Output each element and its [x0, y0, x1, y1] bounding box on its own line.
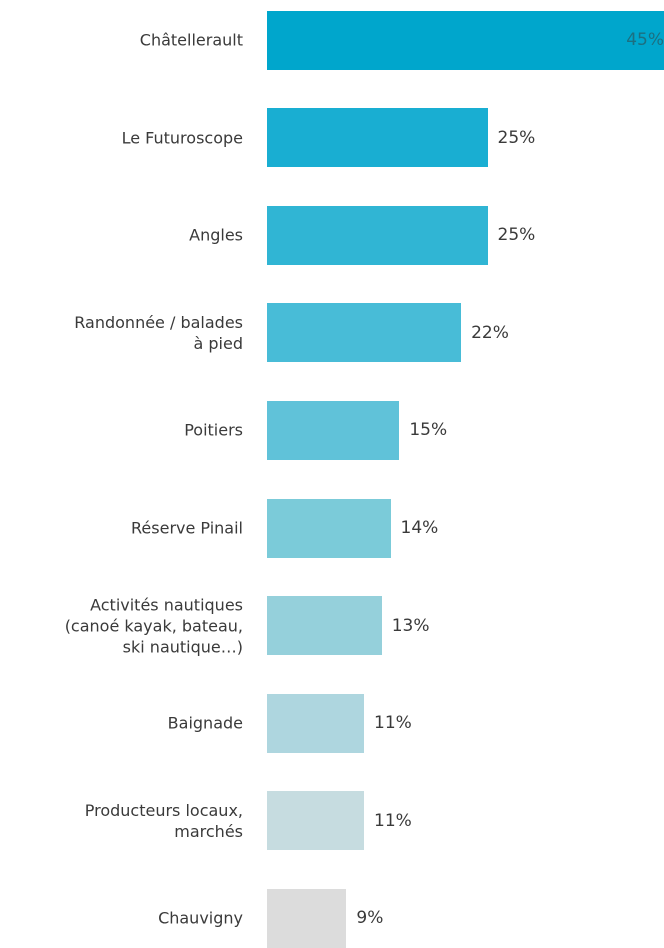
- value-label: 25%: [497, 127, 536, 148]
- category-label: Producteurs locaux, marchés: [84, 800, 243, 841]
- value-label: 15%: [409, 420, 448, 441]
- value-label: 9%: [356, 908, 384, 929]
- bar: [267, 108, 488, 168]
- category-label: Poitiers: [184, 420, 243, 440]
- bar: [267, 10, 664, 70]
- category-label: Activités nautiques (canoé kayak, bateau…: [64, 595, 243, 657]
- value-label: 45%: [626, 30, 664, 50]
- value-label: 14%: [400, 518, 439, 538]
- value-label: 22%: [471, 322, 509, 343]
- bar: [267, 693, 365, 753]
- value-label: 13%: [391, 615, 430, 636]
- bar: [267, 498, 391, 558]
- value-label: 25%: [497, 225, 536, 246]
- value-label: 11%: [374, 713, 412, 734]
- category-label: Randonnée / balades à pied: [74, 312, 243, 353]
- value-label: 11%: [374, 810, 412, 831]
- bar: [267, 205, 488, 265]
- category-label: Chauvigny: [158, 908, 243, 928]
- category-label: Réserve Pinail: [131, 518, 243, 538]
- category-label: Angles: [189, 225, 243, 245]
- bar: [267, 303, 462, 363]
- bar: [267, 596, 382, 656]
- bar: [267, 888, 347, 948]
- category-label: Baignade: [167, 713, 243, 733]
- category-label: Châtellerault: [139, 30, 243, 50]
- bar: [267, 400, 400, 460]
- category-label: Le Futuroscope: [121, 128, 243, 148]
- bar: [267, 791, 365, 851]
